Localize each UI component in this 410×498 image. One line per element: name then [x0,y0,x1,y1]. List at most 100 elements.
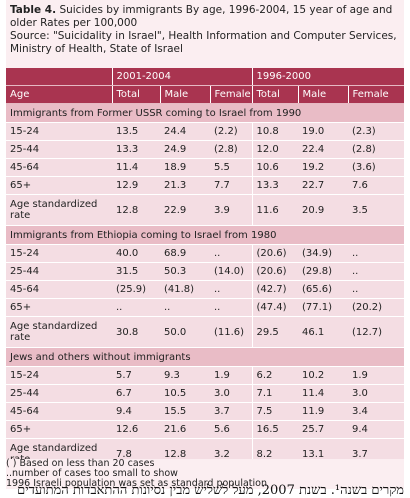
cell: .. [160,298,210,317]
cell: 7.6 [348,176,405,195]
cell: 29.5 [251,316,298,348]
section-row: Jews and others without immigrants [6,347,405,367]
note: 1996 Israeli population was set as stand… [6,478,267,489]
cell: 10.5 [160,384,210,403]
data-row: 65+ 12.6 21.6 5.6 16.5 25.7 9.4 [6,420,405,439]
cell: 12.6 [112,420,160,439]
cell: 46.1 [298,316,348,348]
cell: 7.5 [251,402,298,421]
cell: (25.9) [112,280,160,299]
column-header: Male [297,85,348,104]
cell: 9.3 [160,366,210,385]
cell: 25.7 [298,420,348,439]
cell: (11.6) [210,316,252,348]
table-header: Table 4. Suicides by immigrants By age, … [6,0,404,68]
cell: .. [112,298,160,317]
note: ( ) Based on less than 20 cases [6,458,155,469]
table-body: 2001-2004 1996-2000 Age Total Male Female Tota… [6,68,405,470]
cell: 5.6 [210,420,252,439]
cell: 7.1 [251,384,298,403]
cell: 45-64 [6,280,112,299]
cell: (2.2) [210,122,252,141]
cell: (42.7) [251,280,298,299]
cell: 13.3 [112,140,160,159]
source: Source: "Suicidality in Israel", Health … [10,30,397,55]
group-header: 2001-2004 [111,68,252,86]
cell: 3.5 [348,194,405,226]
cell: 11.4 [112,158,160,177]
cell: 10.6 [251,158,298,177]
cell: (20.6) [251,244,298,263]
column-header: Age [6,85,112,104]
cell: (20.6) [251,262,298,281]
cell: 11.6 [251,194,298,226]
cell: (2.8) [210,140,252,159]
cell: 25-44 [6,262,112,281]
cell: 13.5 [112,122,160,141]
cell: (34.9) [298,244,348,263]
column-header: Male [159,85,210,104]
group-header: 1996-2000 [251,68,405,86]
cell: 18.9 [160,158,210,177]
data-row: 25-44 31.5 50.3 (14.0) (20.6) (29.8).. [6,262,405,281]
notes: ( ) Based on less than 20 cases ..number … [6,459,404,489]
data-row: 15-24 13.5 24.4 (2.2) 10.8 19.0 (2.3) [6,122,405,141]
cell: 3.0 [348,384,405,403]
cell: (41.8) [160,280,210,299]
cell: 6.2 [251,366,298,385]
data-row: Age standardized rate 30.8 50.0 (11.6) 29.5 4… [6,316,405,348]
cell: 24.9 [160,140,210,159]
column-header: Female [209,85,252,104]
cell: 50.3 [160,262,210,281]
cell: 3.9 [210,194,252,226]
cell: 12.0 [251,140,298,159]
cell: (47.4) [251,298,298,317]
cell: 10.2 [298,366,348,385]
cell: .. [348,244,405,263]
data-row: 65+...... (47.4) (77.1) (20.2) [6,298,405,317]
data-row: 25-44 13.3 24.9 (2.8) 12.0 22.4 (2.8) [6,140,405,159]
cell: 16.5 [251,420,298,439]
cell: 15-24 [6,122,112,141]
column-header: Female [347,85,405,104]
cell: 22.9 [160,194,210,226]
cell: (2.3) [348,122,405,141]
cell: 12.8 [112,194,160,226]
cell: 9.4 [348,420,405,439]
section-title: Jews and others without immigrants [6,347,405,367]
cell: (12.7) [348,316,405,348]
cell: 21.3 [160,176,210,195]
cell: .. [210,298,252,317]
cell: 22.7 [298,176,348,195]
cell: Age standardized rate [6,194,112,226]
section-row: Immigrants from Former USSR coming to Is… [6,103,405,123]
cell: 9.4 [112,402,160,421]
cell: 5.7 [112,366,160,385]
column-header: Total [111,85,160,104]
group-row: 2001-2004 1996-2000 [6,68,405,86]
cell: .. [210,280,252,299]
cell: 15.5 [160,402,210,421]
data-row: 45-64 11.4 18.9 5.5 10.6 19.2 (3.6) [6,158,405,177]
cell: (20.2) [348,298,405,317]
cell: .. [348,262,405,281]
cell: 65+ [6,176,112,195]
cell: 22.4 [298,140,348,159]
cell: 15-24 [6,366,112,385]
cell: 1.9 [348,366,405,385]
cell: 15-24 [6,244,112,263]
cell: 40.0 [112,244,160,263]
cell: 19.2 [298,158,348,177]
cell: 10.8 [251,122,298,141]
cell: 25-44 [6,140,112,159]
column-row: Age Total Male Female Total Male Female [6,85,405,104]
cell: 1.9 [210,366,252,385]
data-row: 25-44 6.7 10.5 3.0 7.1 11.4 3.0 [6,384,405,403]
cell: 68.9 [160,244,210,263]
data-row: 65+ 12.9 21.3 7.7 13.3 22.7 7.6 [6,176,405,195]
cell: Age standardized rate [6,316,112,348]
cell: 12.9 [112,176,160,195]
cell: (29.8) [298,262,348,281]
table-title: Suicides by immigrants By age, 1996-2004… [10,4,393,29]
